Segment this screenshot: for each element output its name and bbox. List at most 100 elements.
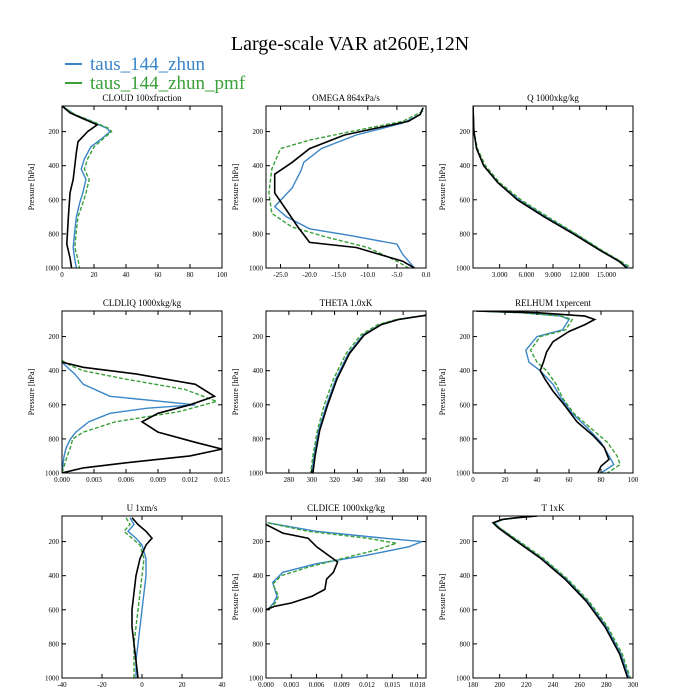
- y-tick-label: 1000: [45, 470, 60, 478]
- x-tick-label: 320: [329, 476, 340, 484]
- x-tick-label: 60: [566, 476, 574, 484]
- series-line-2: [268, 110, 424, 268]
- x-tick-label: 280: [601, 681, 612, 689]
- x-tick-label: 0: [471, 476, 475, 484]
- y-tick-label: 800: [460, 435, 471, 443]
- y-tick-label: 600: [460, 196, 471, 204]
- x-tick-label: 300: [628, 681, 639, 689]
- y-tick-label: 600: [49, 196, 60, 204]
- y-axis-label: Pressure [hPa]: [231, 163, 240, 210]
- panel-title: T 1xK: [541, 503, 565, 513]
- x-tick-label: 40: [219, 681, 227, 689]
- series-line-1: [62, 361, 196, 473]
- y-tick-label: 400: [460, 367, 471, 375]
- y-tick-label: 1000: [249, 265, 264, 273]
- y-tick-label: 1000: [45, 265, 60, 273]
- x-tick-label: 0: [60, 271, 64, 279]
- y-tick-label: 800: [460, 230, 471, 238]
- y-tick-label: 600: [49, 401, 60, 409]
- x-tick-label: 300: [306, 476, 317, 484]
- series-line-1: [476, 311, 615, 473]
- panel-7: U 1xm/s 200 400 600 800 1000-40 -20 0 20 40: [45, 503, 226, 689]
- y-tick-label: 400: [253, 162, 264, 170]
- panel-title: CLDLIQ 1000xkg/kg: [103, 298, 182, 308]
- panel-title: CLOUD 100xfraction: [102, 93, 182, 103]
- x-tick-label: 6.000: [518, 271, 534, 279]
- x-tick-label: 40: [534, 476, 542, 484]
- x-tick-label: 0.006: [309, 681, 325, 689]
- y-tick-label: 200: [460, 128, 471, 136]
- y-tick-label: 800: [253, 435, 264, 443]
- x-tick-label: 20: [502, 476, 510, 484]
- x-tick-label: 220: [521, 681, 532, 689]
- y-tick-label: 400: [460, 572, 471, 580]
- y-tick-label: 200: [49, 128, 60, 136]
- x-tick-label: 0.012: [182, 476, 198, 484]
- y-tick-label: 1000: [249, 470, 264, 478]
- series-line-2: [473, 106, 632, 268]
- series-line-2: [62, 359, 219, 473]
- x-tick-label: 0.003: [86, 476, 102, 484]
- y-tick-label: 800: [253, 640, 264, 648]
- y-axis-label: Pressure [hPa]: [27, 163, 36, 210]
- y-tick-label: 400: [49, 162, 60, 170]
- x-tick-label: -5.0: [391, 271, 403, 279]
- plot-frame: [265, 105, 427, 269]
- y-tick-label: 200: [253, 333, 264, 341]
- x-tick-label: 40: [123, 271, 131, 279]
- y-tick-label: 400: [253, 367, 264, 375]
- series-line-3: [473, 106, 628, 268]
- y-tick-label: 800: [49, 640, 60, 648]
- x-tick-label: 100: [217, 271, 228, 279]
- y-tick-label: 600: [460, 401, 471, 409]
- y-axis-label: Pressure [hPa]: [438, 368, 447, 415]
- series-line-3: [273, 107, 424, 268]
- x-tick-label: -10.0: [361, 271, 376, 279]
- series-line-3: [312, 314, 426, 473]
- x-tick-label: 60: [155, 271, 163, 279]
- y-tick-label: 600: [253, 196, 264, 204]
- y-axis-label: Pressure [hPa]: [231, 573, 240, 620]
- x-tick-label: 0.006: [118, 476, 134, 484]
- panel-title: CLDICE 1000xkg/kg: [307, 503, 385, 513]
- y-axis-label: Pressure [hPa]: [438, 163, 447, 210]
- y-tick-label: 600: [49, 606, 60, 614]
- legend-label-2: taus_144_zhun_pmf: [90, 73, 246, 94]
- panel-title: OMEGA 864xPa/s: [312, 93, 380, 103]
- y-tick-label: 800: [49, 230, 60, 238]
- x-tick-label: 100: [628, 476, 639, 484]
- panel-title: RELHUM 1xpercent: [515, 298, 591, 308]
- panel-5: THETA 1.0xK 200 400 600 800 1000 280 300 320 340 3…: [231, 298, 432, 484]
- x-tick-label: -40: [57, 681, 67, 689]
- y-tick-label: 200: [253, 538, 264, 546]
- y-tick-label: 1000: [456, 470, 471, 478]
- x-tick-label: 400: [421, 476, 432, 484]
- plot-frame: [61, 105, 223, 269]
- panel-2: OMEGA 864xPa/s 200 400 600 800 1000 -25.0 -20.0…: [231, 93, 431, 279]
- y-tick-label: 200: [253, 128, 264, 136]
- series-line-1: [267, 522, 423, 611]
- x-tick-label: 200: [494, 681, 505, 689]
- series-line-2: [62, 106, 113, 268]
- series-line-1: [62, 106, 112, 268]
- x-tick-label: -20: [97, 681, 107, 689]
- plot-frame: [265, 310, 427, 474]
- series-line-2: [267, 522, 397, 611]
- series-line-1: [127, 517, 147, 678]
- panel-title: U 1xm/s: [127, 503, 158, 513]
- x-tick-label: 3.000: [492, 271, 508, 279]
- x-tick-label: 15.000: [597, 271, 617, 279]
- y-tick-label: 200: [460, 333, 471, 341]
- series-line-3: [62, 361, 222, 473]
- x-tick-label: 380: [398, 476, 409, 484]
- x-tick-label: -25.0: [273, 271, 288, 279]
- y-tick-label: 600: [253, 606, 264, 614]
- x-tick-label: 0: [140, 681, 144, 689]
- y-tick-label: 400: [49, 367, 60, 375]
- plot-frame: [472, 310, 634, 474]
- series-line-2: [309, 314, 426, 473]
- plot-frame: [265, 515, 427, 679]
